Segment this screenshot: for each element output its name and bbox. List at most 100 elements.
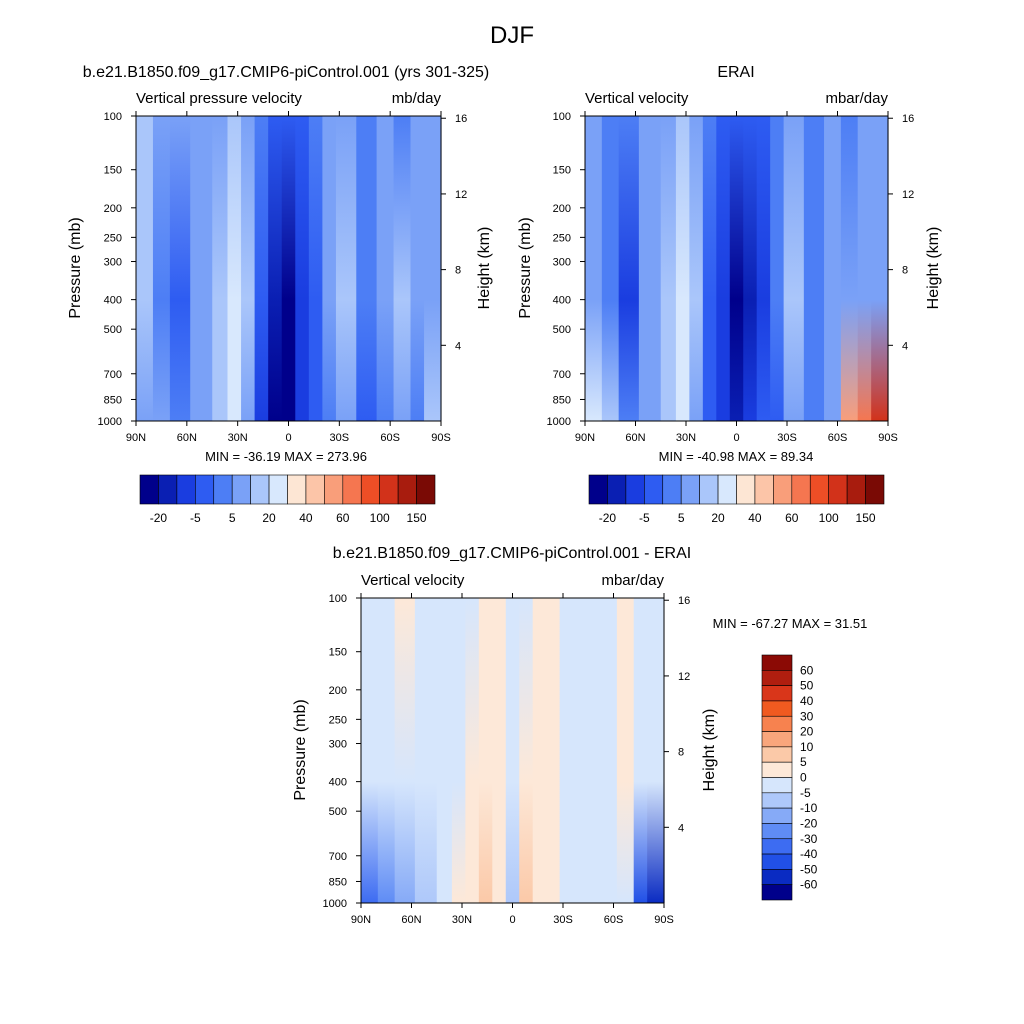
x-tick-label: 90S	[431, 432, 451, 444]
colorbar-swatch	[397, 474, 417, 505]
y-tick-label: 300	[104, 257, 122, 269]
panel-model-title: b.e21.B1850.f09_g17.CMIP6-piControl.001 …	[83, 64, 489, 81]
heatmap-column	[675, 116, 690, 421]
colorbar-swatch	[809, 474, 829, 505]
colorbar-swatch	[250, 474, 270, 505]
heatmap-column	[638, 116, 662, 421]
colorbar-swatch	[158, 474, 178, 505]
heatmap-column	[729, 116, 744, 421]
y-tick-label: 850	[104, 394, 122, 406]
panel-obs-title: ERAI	[717, 64, 754, 81]
y2-tick-label: 16	[902, 113, 914, 125]
heatmap-column	[716, 116, 731, 421]
y-tick-label: 300	[553, 257, 571, 269]
colorbar-label: -20	[599, 511, 617, 525]
colorbar-swatch	[231, 474, 251, 505]
heatmap-column	[190, 116, 213, 421]
panel-diff-left-label: Vertical velocity	[361, 572, 465, 589]
panel-model-left-label: Vertical pressure velocity	[136, 90, 302, 107]
panel-obs-left-label: Vertical velocity	[585, 90, 689, 107]
heatmap-column	[356, 116, 378, 421]
colorbar-label: 20	[800, 725, 814, 739]
heatmap-column	[227, 116, 242, 421]
colorbar-swatch	[699, 474, 719, 505]
colorbar-swatch	[644, 474, 664, 505]
colorbar-label: 100	[370, 511, 390, 525]
x-tick-label: 90N	[351, 914, 371, 926]
heatmap-column	[478, 598, 493, 903]
colorbar-label: 100	[819, 511, 839, 525]
colorbar-swatch	[379, 474, 399, 505]
colorbar-label: 10	[800, 740, 814, 754]
colorbar-label: -10	[800, 801, 818, 815]
heatmap-column	[394, 598, 416, 903]
heatmap-column	[585, 116, 603, 421]
heatmap-column	[783, 116, 805, 421]
y-tick-label: 500	[329, 806, 347, 818]
heatmap-column	[857, 116, 872, 421]
x-tick-label: 90N	[575, 432, 595, 444]
colorbar-swatch	[139, 474, 159, 505]
y-tick-label: 150	[553, 165, 571, 177]
colorbar-swatch	[865, 474, 885, 505]
heatmap-column	[377, 598, 396, 903]
colorbar-label: 60	[785, 511, 799, 525]
colorbar-label: -40	[800, 847, 818, 861]
panel-obs-ylabel: Pressure (mb)	[517, 217, 534, 318]
colorbar-label: -5	[190, 511, 201, 525]
colorbar-label: 40	[299, 511, 313, 525]
colorbar-label: 150	[407, 511, 427, 525]
colorbar-swatch	[360, 474, 380, 505]
colorbar-swatch	[846, 474, 866, 505]
y-tick-label: 400	[553, 295, 571, 307]
heatmap-column	[254, 116, 269, 421]
heatmap-column	[295, 116, 310, 421]
heatmap-column	[743, 116, 758, 421]
y-tick-label: 150	[104, 165, 122, 177]
x-tick-label: 90N	[126, 432, 146, 444]
colorbar-swatch	[717, 474, 737, 505]
panel-model-y2label: Height (km)	[476, 227, 493, 310]
x-tick-label: 60S	[380, 432, 400, 444]
colorbar-swatch	[761, 853, 793, 870]
colorbar-swatch	[268, 474, 288, 505]
colorbar-swatch	[736, 474, 756, 505]
heatmap-column	[756, 116, 771, 421]
y-tick-label: 100	[104, 111, 122, 123]
heatmap-column	[436, 598, 453, 903]
y2-tick-label: 16	[455, 113, 467, 125]
panel-model-plot: 100 150 200 250 300 400 500 700 850 1000 90N 60N 30N…	[98, 111, 467, 444]
colorbar-label: 5	[229, 511, 236, 525]
heatmap-column	[519, 598, 534, 903]
heatmap-column	[268, 116, 283, 421]
colorbar-label: 50	[800, 679, 814, 693]
colorbar-swatch	[754, 474, 774, 505]
colorbar-label: 20	[711, 511, 725, 525]
colorbar-label: 60	[336, 511, 350, 525]
panel-obs-stats: MIN = -40.98 MAX = 89.34	[659, 449, 814, 464]
colorbar-label: 0	[800, 771, 807, 785]
colorbar-swatch	[324, 474, 344, 505]
y-tick-label: 100	[553, 111, 571, 123]
colorbar-swatch	[287, 474, 307, 505]
heatmap-column	[361, 598, 379, 903]
heatmap-column	[414, 598, 438, 903]
colorbar-swatch	[761, 792, 793, 809]
colorbar-label: 40	[800, 694, 814, 708]
heatmap-column	[376, 116, 395, 421]
colorbar-label: -20	[150, 511, 168, 525]
heatmap-column	[152, 116, 171, 421]
x-tick-label: 30N	[228, 432, 248, 444]
heatmap-column	[505, 598, 520, 903]
heatmap-column	[600, 598, 618, 903]
x-tick-label: 90S	[654, 914, 674, 926]
colorbar-swatch	[588, 474, 608, 505]
x-tick-label: 30N	[676, 432, 696, 444]
heatmap-column	[241, 116, 256, 421]
panel-model-colorbar: -20 -5 5 20 40 60 100 150	[139, 474, 436, 525]
colorbar-swatch	[761, 823, 793, 840]
y2-tick-label: 8	[455, 265, 461, 277]
colorbar-swatch	[761, 654, 793, 671]
colorbar-swatch	[680, 474, 700, 505]
figure-title: DJF	[490, 22, 534, 49]
